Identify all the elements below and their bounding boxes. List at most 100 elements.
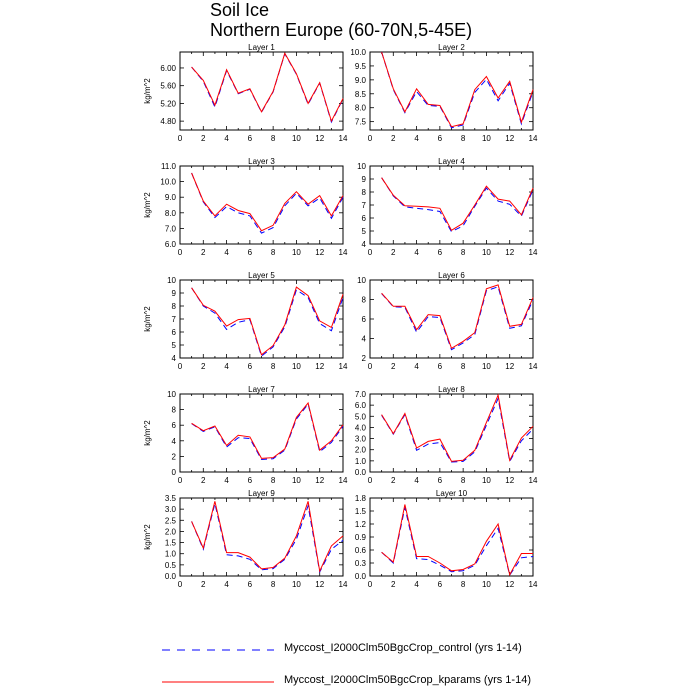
y-tick-label: 6 xyxy=(172,421,177,430)
y-tick-label: 8 xyxy=(362,296,367,305)
x-tick-label: 14 xyxy=(529,362,538,371)
series-line-control xyxy=(191,52,344,124)
panel-title: Layer 1 xyxy=(248,43,275,52)
x-tick-label: 8 xyxy=(271,476,276,485)
x-tick-label: 8 xyxy=(271,362,276,371)
x-tick-label: 8 xyxy=(461,248,466,257)
y-tick-label: 2 xyxy=(172,452,177,461)
x-tick-label: 8 xyxy=(461,134,466,143)
x-tick-label: 6 xyxy=(248,248,253,257)
y-tick-label: 4 xyxy=(172,437,177,446)
plot-frame xyxy=(179,393,344,473)
chart-subtitle: Northern Europe (60-70N,5-45E) xyxy=(210,20,473,40)
y-tick-label: 0.9 xyxy=(355,533,367,542)
x-tick-label: 2 xyxy=(391,580,396,589)
x-tick-label: 12 xyxy=(315,134,324,143)
series-line-kparams xyxy=(381,393,534,462)
series-line-control xyxy=(381,51,534,129)
x-tick-label: 4 xyxy=(224,580,229,589)
panel-layer-10: Layer 10 0 2 4 6 8 10 12 14 0.0 0.3 0.6 0.9 1.2 1.5 1.8 xyxy=(355,489,538,589)
x-tick-label: 12 xyxy=(315,580,324,589)
y-tick-label: 0.0 xyxy=(165,572,177,581)
x-tick-label: 4 xyxy=(414,362,419,371)
series-line-kparams xyxy=(191,401,344,459)
x-tick-label: 10 xyxy=(292,580,301,589)
y-tick-label: 5.20 xyxy=(160,99,176,108)
y-tick-label: 0 xyxy=(172,468,177,477)
y-axis-label: kg/m^2 xyxy=(143,306,152,332)
x-tick-label: 2 xyxy=(201,134,206,143)
y-tick-label: 7.0 xyxy=(355,390,367,399)
series-line-control xyxy=(381,507,534,577)
x-tick-label: 6 xyxy=(438,580,443,589)
y-tick-label: 6 xyxy=(362,315,367,324)
y-tick-label: 9.0 xyxy=(165,193,177,202)
y-tick-label: 4 xyxy=(362,335,367,344)
x-tick-label: 0 xyxy=(178,476,183,485)
legend-entry-kparams: Myccost_I2000Clm50BgcCrop_kparams (yrs 1… xyxy=(160,674,680,690)
x-tick-label: 8 xyxy=(271,134,276,143)
x-tick-label: 4 xyxy=(414,134,419,143)
panel-title: Layer 4 xyxy=(438,157,465,166)
x-tick-label: 12 xyxy=(315,476,324,485)
panel-title: Layer 10 xyxy=(436,489,468,498)
y-tick-label: 0.0 xyxy=(355,572,367,581)
y-tick-label: 7.0 xyxy=(165,224,177,233)
x-tick-label: 2 xyxy=(391,476,396,485)
x-tick-label: 8 xyxy=(461,476,466,485)
y-tick-label: 1.2 xyxy=(355,520,367,529)
y-tick-label: 10.0 xyxy=(160,178,176,187)
x-tick-label: 10 xyxy=(482,476,491,485)
y-tick-label: 0.6 xyxy=(355,546,367,555)
panel-title: Layer 3 xyxy=(248,157,275,166)
y-axis-label: kg/m^2 xyxy=(143,192,152,218)
x-tick-label: 2 xyxy=(201,476,206,485)
x-tick-label: 10 xyxy=(292,476,301,485)
chart-title: Soil Ice xyxy=(210,0,270,20)
x-tick-label: 14 xyxy=(529,134,538,143)
x-tick-label: 12 xyxy=(505,580,514,589)
legend-swatch-control xyxy=(162,649,274,651)
plot-frame xyxy=(369,165,534,245)
x-tick-label: 4 xyxy=(414,580,419,589)
y-tick-label: 10 xyxy=(167,276,176,285)
x-tick-label: 0 xyxy=(178,362,183,371)
series-line-kparams xyxy=(381,177,534,232)
x-tick-label: 14 xyxy=(339,476,348,485)
y-tick-label: 6.00 xyxy=(160,64,176,73)
panel-layer-9: Layer 9 0 2 4 6 8 10 12 14 0.0 0.5 1.0 1.5 2.0 2.5 3.0 3… xyxy=(143,489,348,589)
x-tick-label: 14 xyxy=(339,248,348,257)
x-tick-label: 4 xyxy=(414,476,419,485)
x-tick-label: 2 xyxy=(201,580,206,589)
panel-title: Layer 6 xyxy=(438,271,465,280)
legend-label-kparams: Myccost_I2000Clm50BgcCrop_kparams (yrs 1… xyxy=(284,674,531,686)
legend-entry-control: Myccost_I2000Clm50BgcCrop_control (yrs 1… xyxy=(160,642,680,658)
y-tick-label: 0.0 xyxy=(355,468,367,477)
x-tick-label: 14 xyxy=(529,580,538,589)
y-tick-label: 7 xyxy=(362,201,367,210)
x-tick-label: 4 xyxy=(224,248,229,257)
x-tick-label: 12 xyxy=(505,134,514,143)
x-tick-label: 6 xyxy=(438,248,443,257)
series-line-kparams xyxy=(381,51,534,128)
y-tick-label: 1.8 xyxy=(355,494,367,503)
series-line-control xyxy=(191,503,344,574)
y-tick-label: 2 xyxy=(362,354,367,363)
x-tick-label: 6 xyxy=(248,476,253,485)
x-tick-label: 12 xyxy=(315,248,324,257)
y-tick-label: 0.5 xyxy=(165,561,177,570)
x-tick-label: 10 xyxy=(292,362,301,371)
x-tick-label: 12 xyxy=(505,362,514,371)
panel-layer-8: Layer 8 0 2 4 6 8 10 12 14 0.0 1.0 2.0 3.0 4.0 5.0 6.0 7… xyxy=(355,385,538,485)
series-line-control xyxy=(381,396,534,463)
x-tick-label: 2 xyxy=(391,362,396,371)
y-tick-label: 4.0 xyxy=(355,423,367,432)
x-tick-label: 6 xyxy=(438,134,443,143)
series-line-control xyxy=(381,286,534,351)
y-axis-label: kg/m^2 xyxy=(143,78,152,104)
x-tick-label: 6 xyxy=(248,362,253,371)
y-tick-label: 4.80 xyxy=(160,117,176,126)
x-tick-label: 0 xyxy=(178,580,183,589)
